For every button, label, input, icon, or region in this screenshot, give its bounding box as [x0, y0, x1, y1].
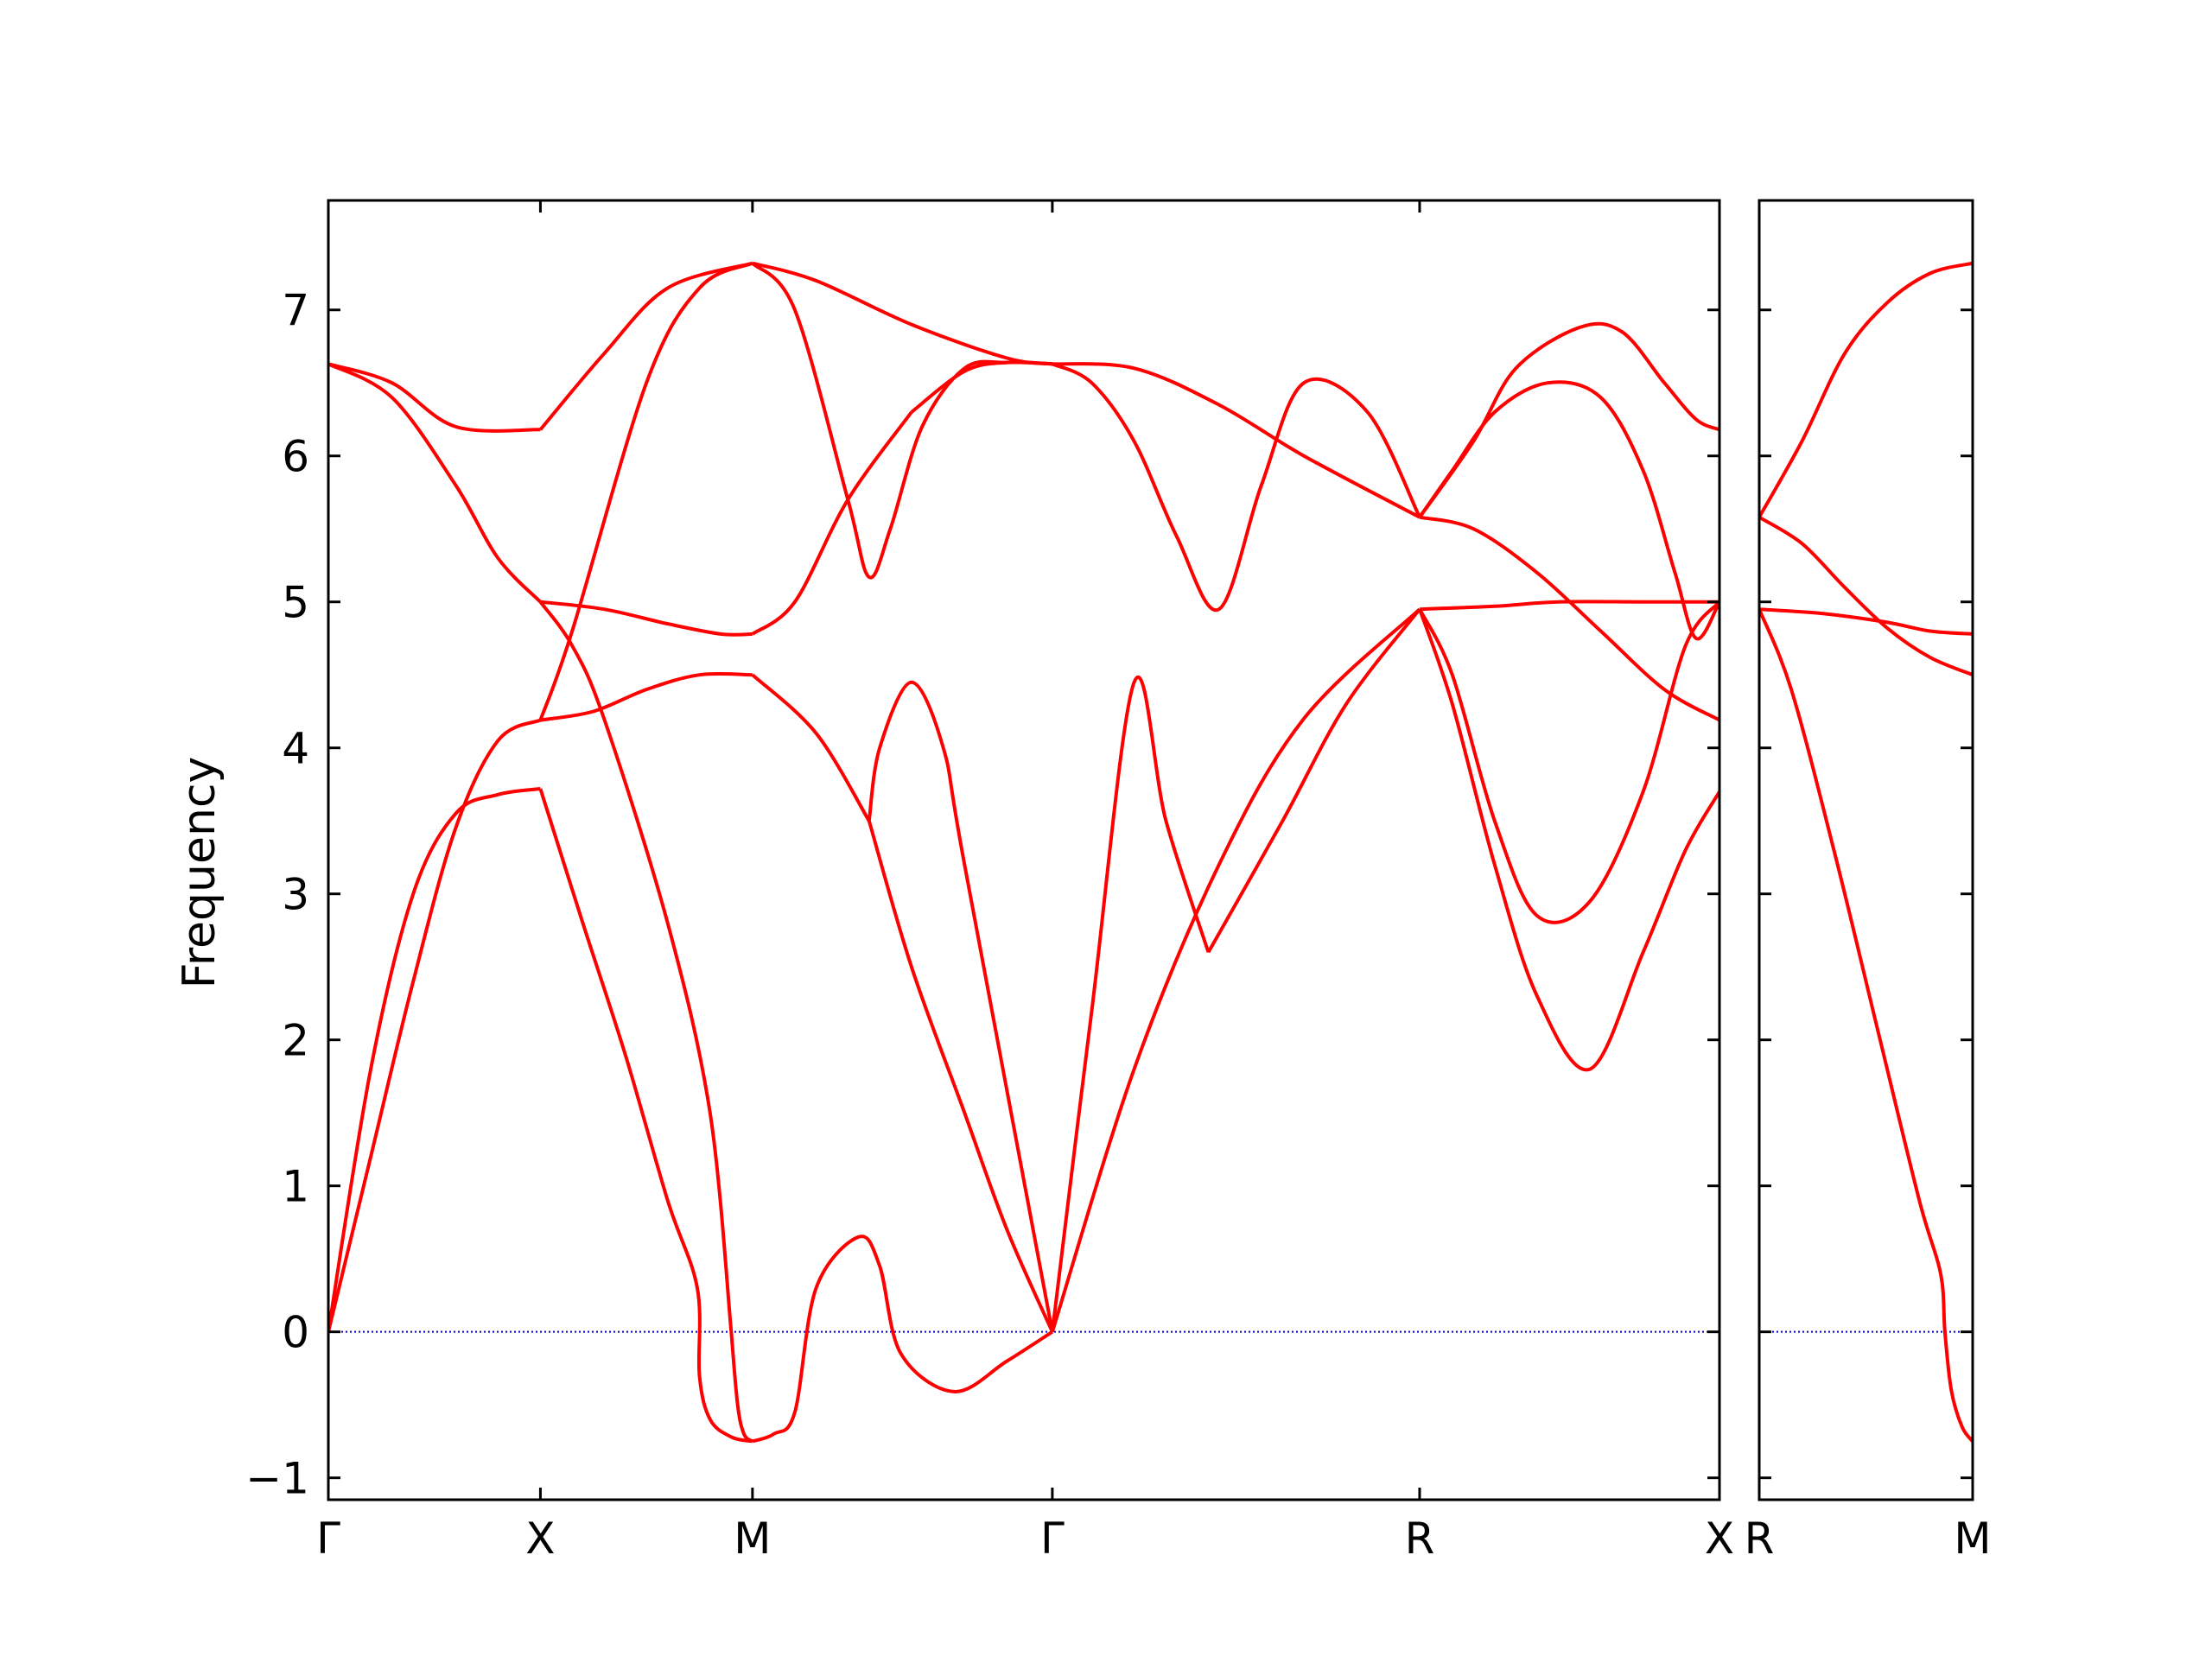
band-line	[1050, 675, 1211, 1332]
band-line	[867, 680, 1054, 1333]
band-line	[1052, 362, 1421, 613]
y-tick-label: 0	[282, 1308, 309, 1358]
band-line	[538, 600, 734, 1332]
band-line	[752, 1235, 1053, 1444]
band-line	[1418, 608, 1719, 1072]
y-tick-label: 7	[282, 286, 309, 336]
band-line	[1418, 600, 1719, 924]
y-tick-label: 5	[282, 578, 309, 628]
band-line	[328, 787, 541, 1333]
band-line	[1052, 362, 1421, 519]
x-tick-label: Γ	[1040, 1514, 1065, 1564]
band-line	[328, 718, 542, 1333]
band-line	[1759, 515, 1973, 677]
band-line	[751, 410, 913, 636]
band-line	[538, 261, 753, 721]
band-line	[751, 673, 871, 822]
band-line	[1419, 515, 1719, 722]
band-line	[729, 1331, 754, 1444]
y-tick-label: 6	[282, 432, 309, 482]
x-tick-label: M	[1954, 1514, 1991, 1564]
band-line	[1759, 607, 1973, 636]
x-tick-label: M	[734, 1514, 771, 1564]
x-tick-label: Γ	[316, 1514, 340, 1564]
band-line	[538, 261, 753, 431]
band-line	[1759, 261, 1973, 518]
y-tick-label: 3	[282, 870, 309, 920]
band-line	[1759, 608, 1973, 1443]
band-line	[1418, 380, 1719, 641]
band-line	[328, 362, 542, 604]
y-axis-label: Frequency	[174, 757, 226, 989]
band-line	[867, 820, 1054, 1333]
band-line	[538, 788, 753, 1444]
band-line	[540, 671, 753, 722]
plot-frame	[1758, 199, 1974, 1501]
band-line	[1206, 607, 1421, 954]
band-line	[1418, 321, 1719, 518]
x-tick-label: X	[1705, 1514, 1734, 1564]
band-line	[1050, 607, 1421, 1333]
band-line	[752, 261, 1053, 366]
x-tick-label: R	[1745, 1514, 1775, 1564]
band-line	[751, 262, 1052, 580]
y-tick-label: −1	[245, 1454, 309, 1504]
x-tick-label: R	[1405, 1514, 1435, 1564]
y-tick-label: 1	[282, 1162, 309, 1212]
y-tick-label: 4	[282, 724, 309, 774]
band-line	[328, 362, 541, 433]
x-tick-label: X	[525, 1514, 555, 1564]
band-line	[1419, 600, 1719, 612]
plot-frame	[327, 199, 1721, 1501]
y-tick-label: 2	[282, 1016, 309, 1066]
